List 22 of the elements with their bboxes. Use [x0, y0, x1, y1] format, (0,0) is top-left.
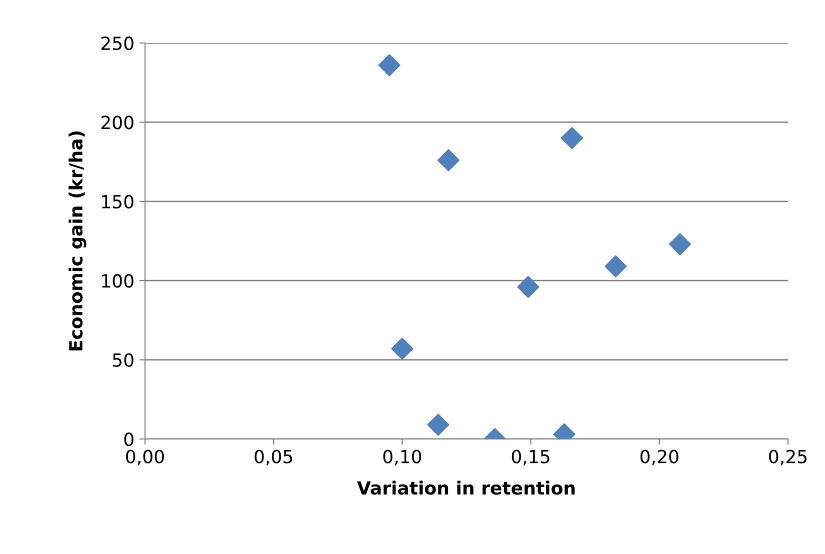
- point: [427, 414, 450, 436]
- x-tick-label: 0,15: [512, 450, 550, 466]
- y-tick-label: 50: [113, 353, 134, 367]
- point: [391, 338, 414, 360]
- x-axis-title: Variation in retention: [357, 480, 575, 495]
- y-tick-label: 100: [102, 274, 134, 288]
- point: [517, 276, 540, 298]
- y-tick-label: 200: [101, 116, 134, 130]
- x-tick-label: 0,10: [383, 450, 422, 466]
- x-tick-label: 0,25: [769, 450, 807, 466]
- y-tick-label: 250: [101, 36, 134, 50]
- y-axis-title: Economic gain (kr/ha): [68, 131, 86, 350]
- y-tick-label: 0: [124, 432, 134, 446]
- point: [438, 149, 460, 172]
- point: [560, 127, 583, 150]
- x-tick-label: 0,05: [254, 450, 292, 466]
- x-tick-label: 0,20: [640, 450, 678, 466]
- point: [378, 54, 400, 76]
- y-tick-label: 150: [102, 194, 134, 209]
- point: [668, 233, 691, 256]
- x-tick-label: 0,00: [126, 450, 164, 466]
- point: [604, 255, 627, 278]
